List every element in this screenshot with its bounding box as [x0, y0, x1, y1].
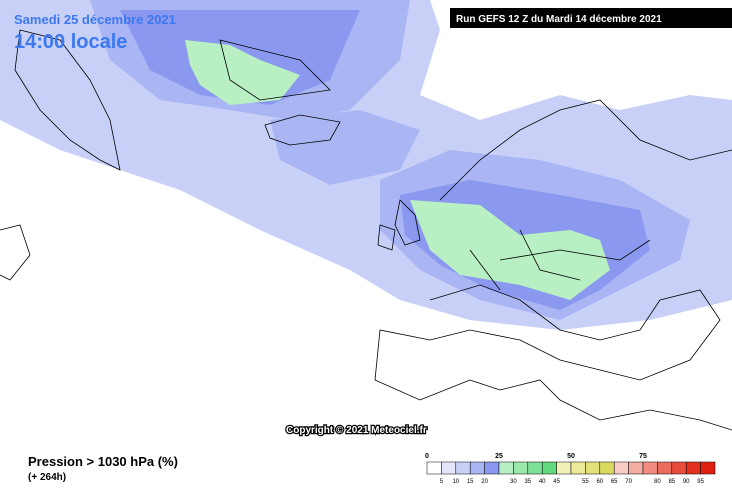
legend-minor-label: 10 — [452, 479, 459, 485]
legend-swatch — [671, 461, 687, 475]
legend-swatch — [426, 461, 442, 475]
run-label: Run GEFS 12 Z du Mardi 14 décembre 2021 — [456, 14, 662, 25]
legend-minor-label: 55 — [582, 479, 589, 485]
legend-minor-label: 35 — [524, 479, 531, 485]
legend-minor-label: 40 — [539, 479, 546, 485]
legend-swatch — [484, 461, 500, 475]
legend-swatch — [570, 461, 586, 475]
legend-swatch — [469, 461, 485, 475]
variable-label: Pression > 1030 hPa (%) — [28, 454, 178, 469]
legend-swatch — [628, 461, 644, 475]
legend-swatch — [657, 461, 673, 475]
legend-minor-label: 5 — [440, 479, 444, 485]
legend-minor-label: 80 — [654, 479, 661, 485]
color-legend: 0 25 50 75 5 10 15 20 30 35 40 45 55 60 65 70 80 85 90 95 — [425, 453, 716, 485]
legend-minor-label: 95 — [697, 479, 704, 485]
legend-swatch — [498, 461, 514, 475]
legend-swatch — [527, 461, 543, 475]
legend-minor-label: 45 — [553, 479, 560, 485]
legend-swatch — [513, 461, 529, 475]
legend-swatch — [585, 461, 601, 475]
legend-minor-label: 90 — [683, 479, 690, 485]
copyright: Copyright © 2021 Meteociel.fr — [286, 425, 427, 436]
legend-swatch — [685, 461, 701, 475]
legend-major-label: 0 — [425, 453, 429, 460]
lead-label: (+ 264h) — [28, 472, 66, 483]
legend-major-label: 25 — [495, 453, 503, 460]
legend-minor-label: 60 — [596, 479, 603, 485]
legend-swatch — [455, 461, 471, 475]
legend-swatch — [642, 461, 658, 475]
legend-swatch — [441, 461, 457, 475]
legend-minor-label: 20 — [481, 479, 488, 485]
legend-swatch — [556, 461, 572, 475]
legend-minor-label: 85 — [668, 479, 675, 485]
legend-minor-label: 30 — [510, 479, 517, 485]
legend-minor-label: 70 — [625, 479, 632, 485]
legend-swatch — [541, 461, 557, 475]
date-label: Samedi 25 décembre 2021 — [14, 12, 176, 27]
probability-shading — [0, 0, 732, 330]
legend-minor-label: 15 — [467, 479, 474, 485]
coastlines — [0, 29, 732, 431]
legend-swatch — [700, 461, 716, 475]
time-label: 14:00 locale — [14, 31, 127, 53]
legend-swatch — [613, 461, 629, 475]
legend-minor-label: 65 — [611, 479, 618, 485]
legend-swatch — [599, 461, 615, 475]
legend-major-label: 75 — [639, 453, 647, 460]
run-banner — [450, 8, 732, 28]
legend-major-label: 50 — [567, 453, 575, 460]
